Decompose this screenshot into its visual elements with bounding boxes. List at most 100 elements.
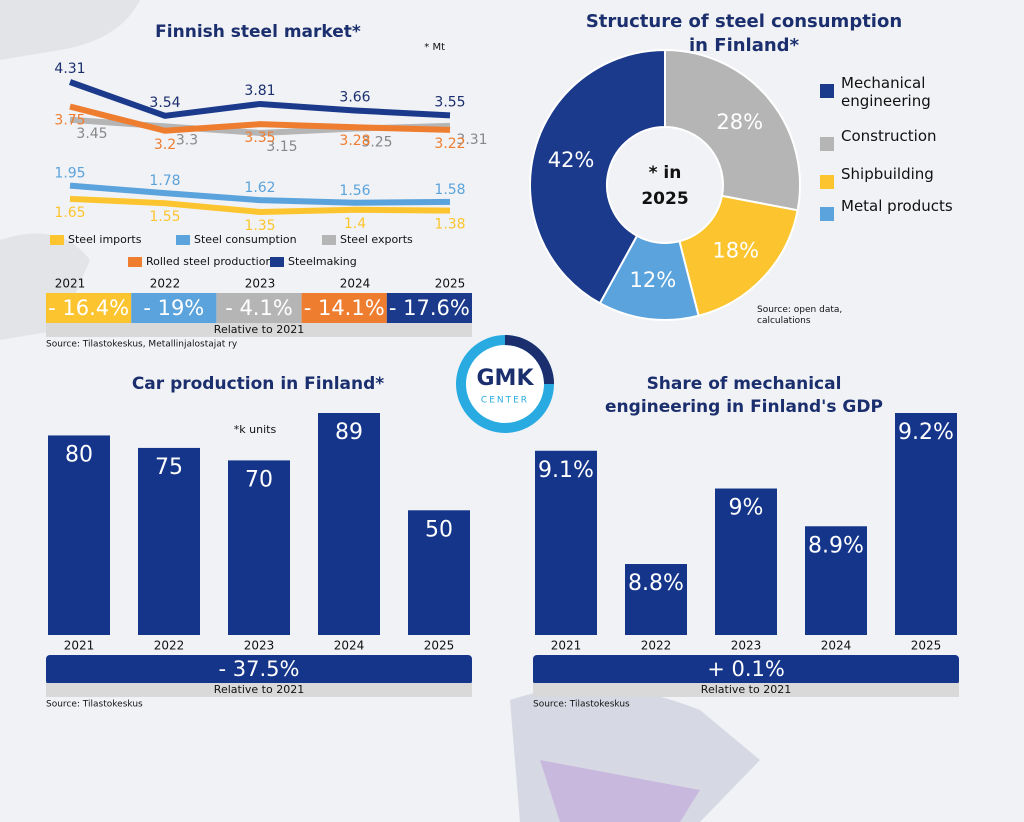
- x-tick-label: 2025: [911, 639, 942, 653]
- source: Source: Tilastokeskus: [46, 700, 143, 710]
- bar: [535, 450, 597, 635]
- x-tick-label: 2022: [150, 277, 181, 291]
- relative-note: Relative to 2021: [701, 683, 791, 696]
- center-label: 2025: [641, 189, 688, 209]
- legend-label: Shipbuilding: [841, 165, 934, 183]
- bar: [625, 564, 687, 635]
- x-tick-label: 2021: [55, 277, 86, 291]
- data-label: 3.25: [361, 135, 392, 151]
- bar: [48, 435, 110, 635]
- x-tick-label: 2022: [154, 639, 185, 653]
- map-shape: [0, 233, 90, 340]
- note-strip: [533, 683, 959, 697]
- data-label: 1.58: [434, 182, 465, 198]
- data-label: 3.45: [76, 126, 107, 142]
- x-tick-label: 2024: [340, 277, 371, 291]
- bar: [715, 488, 777, 635]
- unit-note: *k units: [234, 423, 277, 436]
- legend-label: Metal products: [841, 197, 953, 215]
- legend-label: Steel imports: [68, 233, 142, 246]
- data-label: 1.56: [339, 183, 370, 199]
- data-label: 70: [245, 467, 273, 492]
- map-shape: [0, 0, 140, 60]
- legend-swatch: [270, 257, 284, 267]
- relative-note: Relative to 2021: [214, 683, 304, 696]
- change-label: - 16.4%: [48, 296, 129, 320]
- legend-label: Steel consumption: [194, 233, 297, 246]
- data-label: 8.9%: [808, 533, 864, 558]
- change-label: - 14.1%: [304, 296, 385, 320]
- x-tick-label: 2025: [435, 277, 466, 291]
- slice-label: 42%: [548, 148, 595, 172]
- source: Source: Tilastokeskus: [533, 700, 630, 710]
- data-label: 3.31: [456, 132, 487, 148]
- center-label: * in: [649, 163, 682, 183]
- data-label: 9.1%: [538, 458, 594, 483]
- legend-label: Steel exports: [340, 233, 413, 246]
- change-box: [46, 655, 472, 685]
- logo-arc: [504, 335, 554, 385]
- data-label: 3.2: [154, 137, 176, 153]
- x-tick-label: 2021: [551, 639, 582, 653]
- change-label: - 17.6%: [389, 296, 470, 320]
- logo-text: GMK: [477, 366, 535, 391]
- data-label: 1.35: [244, 218, 275, 234]
- data-label: 8.8%: [628, 571, 684, 596]
- series-line: [68, 79, 451, 119]
- data-label: 1.4: [344, 216, 366, 232]
- legend-swatch: [50, 235, 64, 245]
- change-box: [46, 293, 132, 323]
- legend-label: Mechanical engineering: [841, 74, 931, 110]
- data-label: 1.95: [54, 166, 85, 182]
- series-line: [69, 103, 451, 134]
- data-label: 1.78: [149, 173, 180, 189]
- data-label: 1.38: [434, 217, 465, 233]
- series-line: [69, 195, 451, 216]
- legend-swatch: [820, 207, 834, 221]
- change-label: - 4.1%: [225, 296, 293, 320]
- change-box: [533, 655, 959, 685]
- legend-label: Rolled steel production: [146, 255, 272, 268]
- data-label: 3.3: [176, 132, 198, 148]
- change-box: [301, 293, 387, 323]
- pie-slice: [598, 234, 700, 321]
- data-label: 3.66: [339, 90, 370, 106]
- note-strip: [46, 683, 472, 697]
- pie-slice: [678, 194, 799, 317]
- data-label: 3.22: [434, 136, 465, 152]
- bar: [228, 460, 290, 635]
- legend-swatch: [820, 137, 834, 151]
- data-label: 89: [335, 420, 363, 445]
- x-tick-label: 2023: [245, 277, 276, 291]
- x-tick-label: 2022: [641, 639, 672, 653]
- data-label: 9.2%: [898, 420, 954, 445]
- bar: [895, 413, 957, 635]
- slice-label: 28%: [716, 110, 763, 134]
- legend-label: Steelmaking: [288, 255, 357, 268]
- data-label: 3.28: [339, 133, 370, 149]
- chart-title: Structure of steel consumption: [586, 11, 902, 32]
- pie-slice: [529, 48, 666, 305]
- chart-title: Share of mechanical: [647, 374, 842, 394]
- x-tick-label: 2021: [64, 639, 95, 653]
- legend-swatch: [820, 84, 834, 98]
- x-tick-label: 2024: [334, 639, 365, 653]
- legend-swatch: [322, 235, 336, 245]
- bar: [408, 510, 470, 635]
- chart-title: Finnish steel market*: [155, 22, 361, 42]
- data-label: 75: [155, 455, 183, 480]
- note-strip: [46, 323, 472, 337]
- legend-label: Construction: [841, 127, 937, 145]
- data-label: 50: [425, 517, 453, 542]
- map-shape: [540, 760, 700, 822]
- slice-label: 18%: [712, 238, 759, 262]
- data-label: 3.55: [434, 94, 465, 110]
- legend-swatch: [820, 175, 834, 189]
- data-label: 3.75: [54, 113, 85, 129]
- data-label: 1.62: [244, 180, 275, 196]
- data-label: 3.81: [244, 83, 275, 99]
- change-box: [131, 293, 217, 323]
- data-label: 80: [65, 442, 93, 467]
- chart-title: in Finland*: [689, 35, 800, 56]
